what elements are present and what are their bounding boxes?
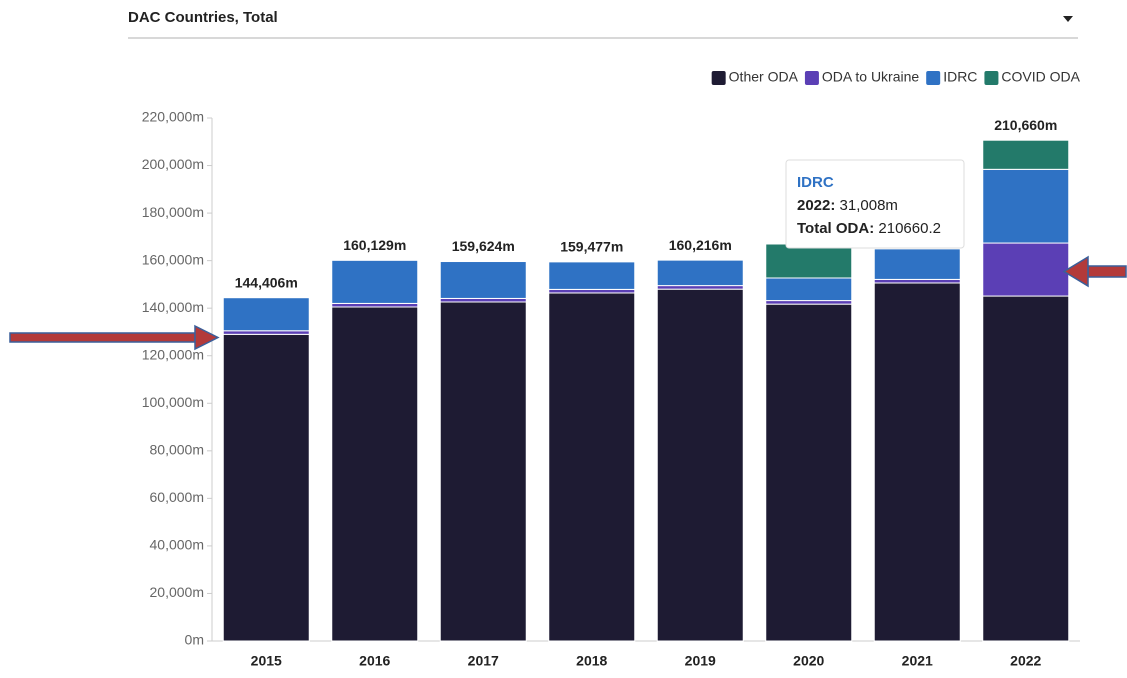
x-tick-label: 2021 [902, 653, 933, 669]
legend-swatch [804, 71, 819, 85]
y-tick-label: 60,000m [150, 489, 204, 505]
bar-segment [222, 333, 310, 642]
arrow [1062, 255, 1127, 288]
y-tick-label: 80,000m [150, 442, 204, 458]
y-tick-label: 20,000m [150, 584, 204, 600]
x-tick-label: 2015 [251, 653, 282, 669]
selector-label[interactable]: DAC Countries, Total [128, 9, 278, 26]
legend-swatch [711, 71, 726, 85]
total-label: 159,624m [452, 238, 515, 254]
y-tick-label: 200,000m [142, 156, 204, 172]
bar-segment [982, 168, 1070, 244]
bar-segment [765, 303, 853, 642]
x-tick-label: 2020 [793, 653, 824, 669]
total-label: 210,660m [994, 117, 1057, 133]
legend-label: IDRC [943, 69, 977, 85]
y-tick-label: 100,000m [142, 394, 204, 410]
total-label: 159,477m [560, 239, 623, 255]
y-tick-label: 160,000m [142, 251, 204, 267]
tooltip-title: IDRC [797, 174, 834, 191]
bar-segment [656, 285, 744, 290]
tooltip-line: Total ODA: 210660.2 [797, 220, 941, 237]
legend-swatch [984, 71, 999, 85]
y-tick-label: 120,000m [142, 346, 204, 362]
bar-segment [331, 259, 419, 304]
tooltip: IDRC 2022: 31,008m Total ODA: 210660.2 [785, 159, 965, 249]
tooltip-value: 31,008m [840, 197, 898, 214]
bar-segment [656, 259, 744, 287]
legend-label: Other ODA [729, 69, 799, 85]
bar-segment [331, 302, 419, 308]
bar-segment [222, 330, 310, 335]
total-label: 144,406m [235, 274, 298, 290]
x-tick-label: 2017 [468, 653, 499, 669]
x-tick-label: 2022 [1010, 653, 1041, 669]
legend-label: ODA to Ukraine [822, 69, 919, 85]
x-tick-label: 2019 [685, 653, 716, 669]
bar-segment [439, 297, 527, 303]
bar-segment [439, 301, 527, 642]
bar-segment [982, 139, 1070, 170]
bar-segment [873, 278, 961, 284]
bar-segment [331, 306, 419, 642]
bar-segment [222, 297, 310, 332]
tooltip-box [785, 159, 965, 249]
x-tick-label: 2016 [359, 653, 390, 669]
bar-segment [982, 242, 1070, 297]
arrow [9, 324, 220, 351]
bar-segment [765, 277, 853, 302]
bar-segment [765, 300, 853, 305]
bar-segment [873, 282, 961, 642]
tooltip-key: Total ODA: [797, 220, 874, 237]
y-tick-label: 0m [185, 632, 204, 648]
y-tick-label: 180,000m [142, 204, 204, 220]
y-tick-label: 220,000m [142, 109, 204, 125]
legend-swatch [926, 71, 941, 85]
bar-segment [548, 292, 636, 642]
total-label: 160,129m [343, 237, 406, 253]
x-tick-label: 2018 [576, 653, 607, 669]
tooltip-value: 210660.2 [878, 220, 941, 237]
legend-label: COVID ODA [1001, 69, 1080, 85]
bar-segment [873, 248, 961, 280]
bar-segment [439, 261, 527, 299]
bar-segment [765, 243, 853, 279]
total-label: 160,216m [669, 237, 732, 253]
tooltip-line: 2022: 31,008m [797, 197, 898, 214]
bar-segment [656, 288, 744, 642]
y-tick-label: 40,000m [150, 537, 204, 553]
tooltip-key: 2022: [797, 197, 835, 214]
bar-segment [548, 261, 636, 290]
y-tick-label: 140,000m [142, 299, 204, 315]
dropdown-caret[interactable] [1063, 16, 1073, 22]
bar-segment [982, 295, 1070, 642]
bar-segment [548, 288, 636, 294]
